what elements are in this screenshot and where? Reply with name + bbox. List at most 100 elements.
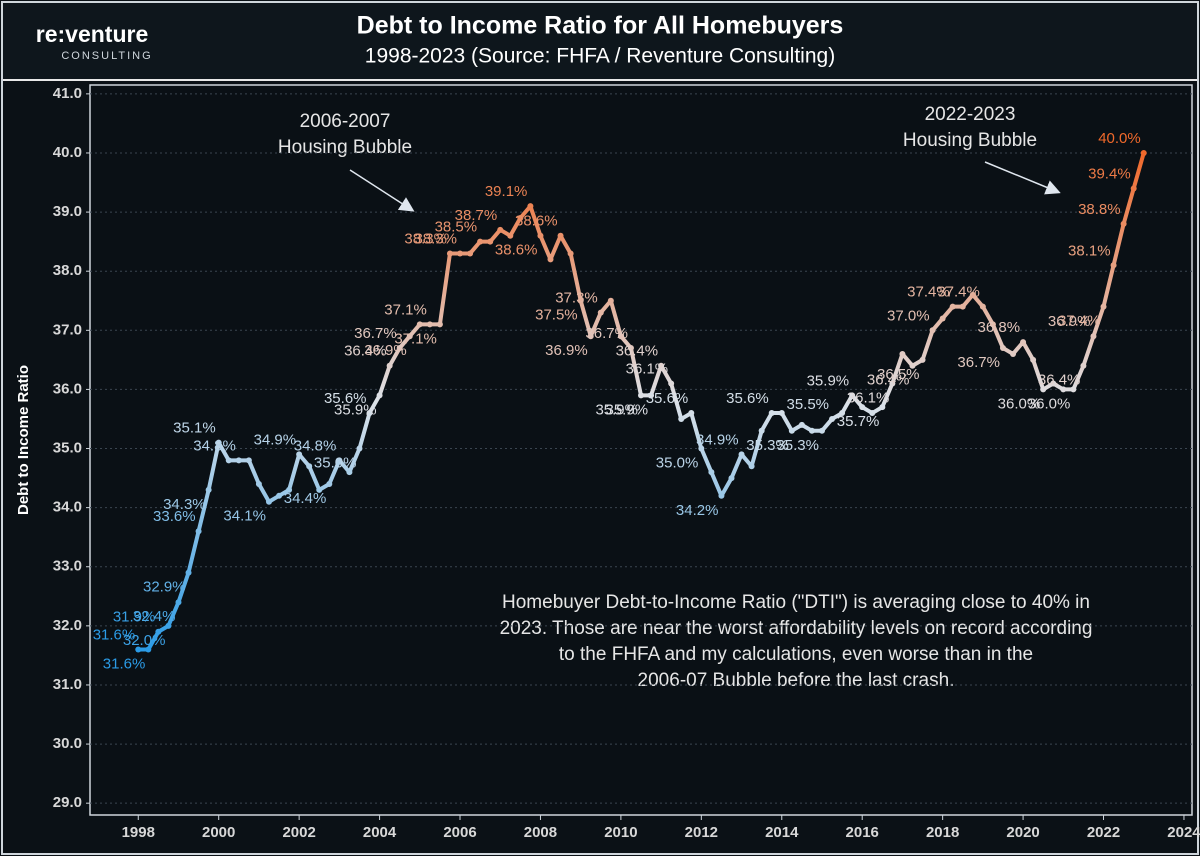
data-point xyxy=(949,303,956,310)
data-point xyxy=(215,439,222,446)
x-tick-label: 2022 xyxy=(1087,824,1120,841)
data-point xyxy=(306,463,313,470)
data-point xyxy=(1060,386,1067,393)
data-point xyxy=(1070,386,1077,393)
x-tick-label: 2004 xyxy=(363,824,397,841)
data-point xyxy=(366,410,373,417)
data-label: 36.8% xyxy=(978,319,1021,336)
data-point xyxy=(969,291,976,298)
data-point xyxy=(778,410,785,417)
data-label: 34.2% xyxy=(676,502,719,519)
y-tick-label: 29.0 xyxy=(53,794,82,811)
data-point xyxy=(989,321,996,328)
data-label: 39.1% xyxy=(485,183,528,200)
data-point xyxy=(175,599,182,606)
data-point xyxy=(135,646,142,653)
data-label: 34.3% xyxy=(163,496,206,513)
data-point xyxy=(185,569,192,576)
data-label: 35.3% xyxy=(746,437,789,454)
data-point xyxy=(487,238,494,245)
data-point xyxy=(829,415,836,422)
data-point xyxy=(276,492,283,499)
data-label: 35.7% xyxy=(837,413,880,430)
data-point xyxy=(396,345,403,352)
data-label: 38.3% xyxy=(414,230,457,247)
data-label: 37.3% xyxy=(555,290,598,307)
data-label: 37.5% xyxy=(535,307,578,324)
y-tick-label: 35.0 xyxy=(53,439,82,456)
data-point xyxy=(979,303,986,310)
data-point xyxy=(889,380,896,387)
note-line: to the FHFA and my calculations, even wo… xyxy=(559,644,1033,665)
data-point xyxy=(668,380,675,387)
data-label: 37.1% xyxy=(394,330,437,347)
data-label: 37.4% xyxy=(937,284,980,301)
data-label: 35.9% xyxy=(807,372,850,389)
x-tick-label: 2016 xyxy=(846,824,879,841)
data-point xyxy=(537,232,544,239)
x-tick-label: 2014 xyxy=(765,824,799,841)
y-tick-label: 32.0 xyxy=(53,617,82,634)
plot-area xyxy=(89,84,1193,816)
y-tick-label: 33.0 xyxy=(53,558,82,575)
y-tick-label: 37.0 xyxy=(53,321,82,338)
data-point xyxy=(225,457,232,464)
data-point xyxy=(557,232,564,239)
data-point xyxy=(879,404,886,411)
annotation-line: Housing Bubble xyxy=(903,130,1037,151)
data-point xyxy=(869,410,876,417)
data-point xyxy=(1100,303,1107,310)
data-label: 38.8% xyxy=(1078,201,1121,218)
data-label: 37.0% xyxy=(887,307,930,324)
data-point xyxy=(1050,380,1057,387)
data-label: 35.6% xyxy=(726,390,769,407)
data-point xyxy=(617,333,624,340)
y-tick-label: 34.0 xyxy=(53,499,82,516)
y-tick-label: 36.0 xyxy=(53,380,82,397)
data-label: 37.4% xyxy=(907,284,950,301)
data-label: 34.8% xyxy=(193,437,236,454)
x-tick-label: 2008 xyxy=(524,824,557,841)
data-point xyxy=(1080,362,1087,369)
data-point xyxy=(899,350,906,357)
data-point xyxy=(758,427,765,434)
data-label: 34.9% xyxy=(254,431,297,448)
x-tick-label: 2020 xyxy=(1006,824,1039,841)
data-point xyxy=(467,250,474,257)
x-tick-label: 2002 xyxy=(282,824,315,841)
data-label: 36.0% xyxy=(998,395,1041,412)
data-point xyxy=(245,457,252,464)
data-label: 36.1% xyxy=(626,360,669,377)
data-point xyxy=(748,463,755,470)
y-tick-label: 38.0 xyxy=(53,262,82,279)
data-point xyxy=(416,321,423,328)
data-point xyxy=(265,498,272,505)
data-label: 32.0% xyxy=(123,632,166,649)
note-line: 2023. Those are near the worst affordabi… xyxy=(500,618,1093,639)
y-tick-label: 40.0 xyxy=(53,144,82,161)
data-label: 32.4% xyxy=(133,608,176,625)
data-label: 38.7% xyxy=(455,207,498,224)
data-point xyxy=(999,345,1006,352)
data-label: 36.0% xyxy=(1028,395,1071,412)
data-point xyxy=(698,445,705,452)
data-point xyxy=(939,315,946,322)
data-point xyxy=(1020,339,1027,346)
data-point xyxy=(1140,149,1147,156)
logo-name: re:venture xyxy=(36,21,148,47)
data-label: 36.7% xyxy=(354,325,397,342)
logo-tagline: CONSULTING xyxy=(61,50,152,62)
data-point xyxy=(477,238,484,245)
data-point xyxy=(386,362,393,369)
data-point xyxy=(849,392,856,399)
data-point xyxy=(406,333,413,340)
data-point xyxy=(155,628,162,635)
data-point xyxy=(205,486,212,493)
data-point xyxy=(507,232,514,239)
annotation-right: 2022-2023 Housing Bubble xyxy=(903,104,1061,195)
data-point xyxy=(738,451,745,458)
data-point xyxy=(356,445,363,452)
data-label: 36.9% xyxy=(1048,313,1091,330)
data-point xyxy=(798,421,805,428)
data-point xyxy=(688,410,695,417)
